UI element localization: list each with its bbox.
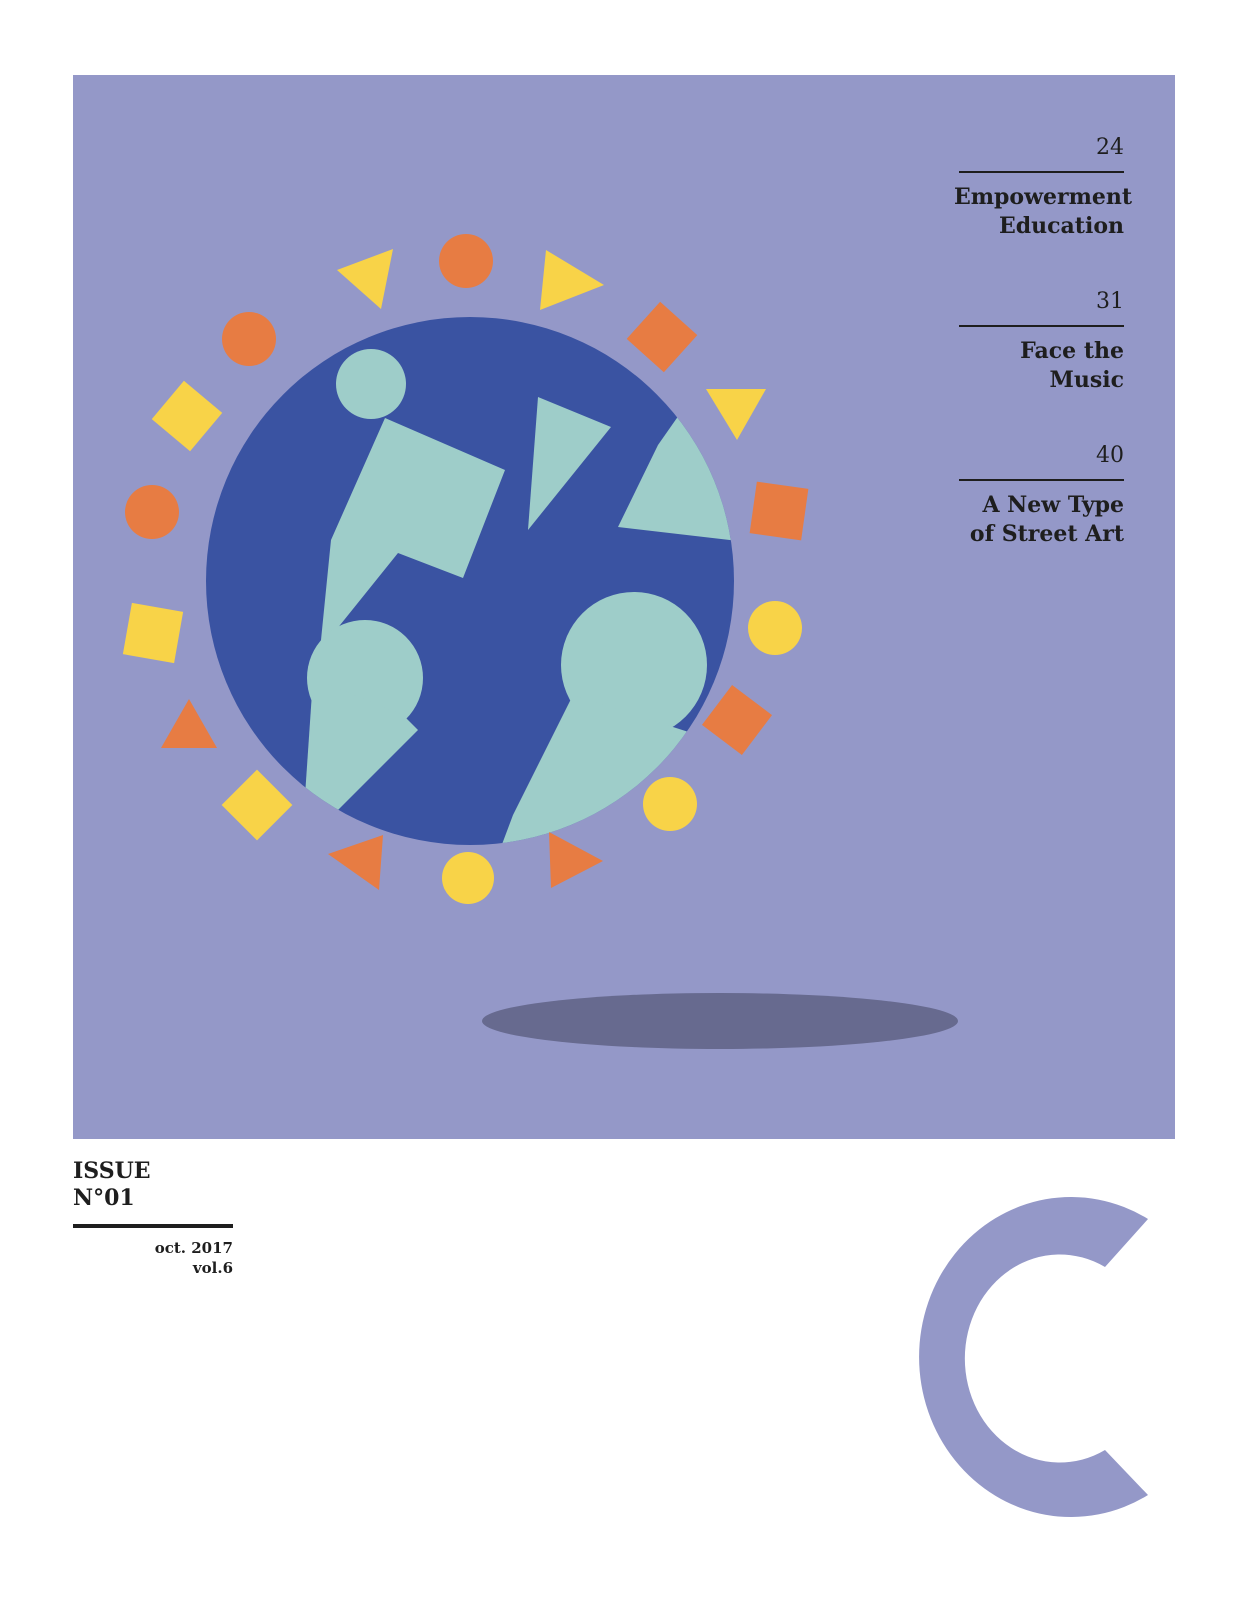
- toc-title: A New Type of Street Art: [969, 492, 1124, 547]
- issue-number: N°01: [73, 1185, 135, 1211]
- toc-title: Empowerment Education: [954, 184, 1133, 239]
- globe-continents: [303, 349, 734, 845]
- toc-entry: 24 Empowerment Education: [954, 133, 1133, 241]
- toc-title: Face the Music: [1020, 338, 1124, 393]
- toc-page-number: 40: [1096, 443, 1124, 468]
- toc-page-number: 31: [1096, 289, 1124, 314]
- toc-divider: [959, 479, 1124, 481]
- toc-divider: [959, 325, 1124, 327]
- toc-page-number: 24: [1096, 135, 1124, 160]
- globe-shadow: [482, 993, 958, 1049]
- issue-label: ISSUE: [73, 1158, 151, 1184]
- toc-entry: 31 Face the Music: [954, 287, 1124, 395]
- issue-info: ISSUE N°01 oct. 2017 vol.6: [73, 1158, 233, 1278]
- cover-illustration-panel: 24 Empowerment Education 31 Face the Mus…: [73, 75, 1175, 1139]
- issue-divider: [73, 1224, 233, 1228]
- table-of-contents: 24 Empowerment Education 31 Face the Mus…: [954, 133, 1133, 595]
- toc-divider: [959, 171, 1124, 173]
- c-logo-icon: [919, 1197, 1148, 1517]
- orbit-shapes: [122, 234, 809, 904]
- issue-date: oct. 2017: [154, 1239, 233, 1257]
- issue-volume: vol.6: [192, 1259, 233, 1277]
- globe-illustration: [122, 234, 958, 1049]
- toc-entry: 40 A New Type of Street Art: [954, 441, 1124, 549]
